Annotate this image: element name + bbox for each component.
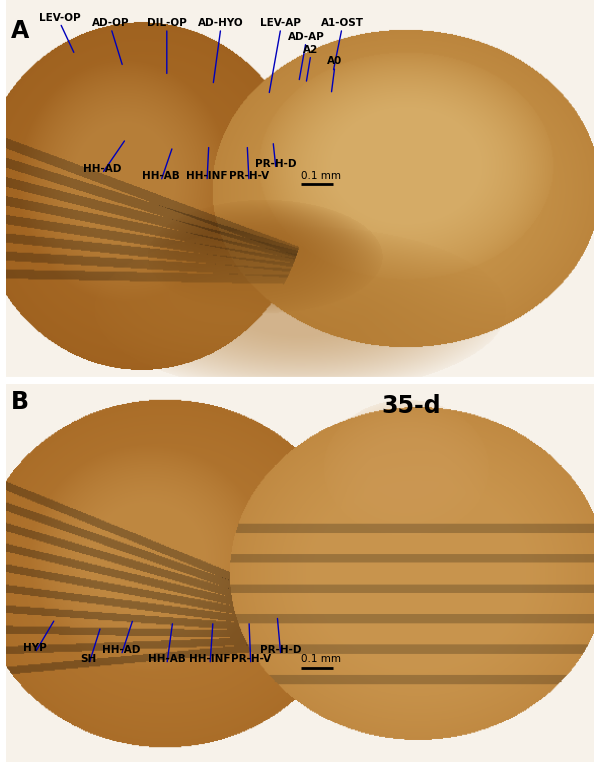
Text: HH-AD: HH-AD <box>102 645 140 655</box>
Text: PR-H-V: PR-H-V <box>231 655 271 664</box>
Text: HH-AB: HH-AB <box>142 171 179 181</box>
Text: PR-H-D: PR-H-D <box>260 645 302 655</box>
Text: DIL-OP: DIL-OP <box>147 18 187 28</box>
Text: PR-H-V: PR-H-V <box>229 171 269 181</box>
Text: LEV-AP: LEV-AP <box>260 18 301 28</box>
Text: AD-OP: AD-OP <box>92 18 130 28</box>
Text: 0.1 mm: 0.1 mm <box>301 655 341 664</box>
Text: A1-OST: A1-OST <box>320 18 364 28</box>
Text: LEV-OP: LEV-OP <box>39 13 81 23</box>
Text: HH-INF: HH-INF <box>189 655 231 664</box>
Text: A2: A2 <box>303 45 319 55</box>
Text: 0.1 mm: 0.1 mm <box>301 171 341 181</box>
Text: AD-AP: AD-AP <box>287 32 325 42</box>
Text: PR-H-D: PR-H-D <box>255 159 297 169</box>
Text: HH-INF: HH-INF <box>186 171 228 181</box>
Text: AD-HYO: AD-HYO <box>198 18 244 28</box>
Text: A0: A0 <box>327 56 343 66</box>
Text: HH-AB: HH-AB <box>148 655 185 664</box>
Text: HH-AD: HH-AD <box>83 164 121 174</box>
Text: B: B <box>11 390 29 414</box>
Text: HYP: HYP <box>23 643 47 653</box>
Text: SH: SH <box>80 655 97 664</box>
Text: A: A <box>11 19 29 43</box>
Text: 35-d: 35-d <box>381 394 441 418</box>
